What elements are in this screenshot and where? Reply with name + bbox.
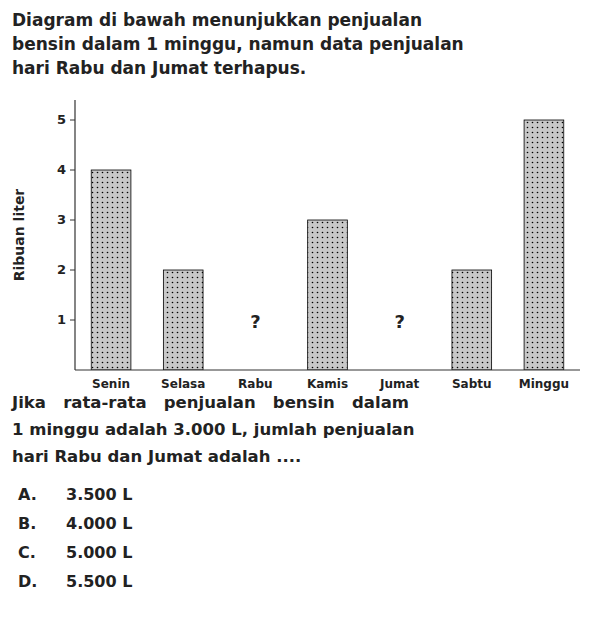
y-tick [70, 270, 75, 271]
x-tick-label: Rabu [238, 377, 272, 391]
y-tick [70, 220, 75, 221]
title-line: hari Rabu dan Jumat terhapus. [12, 58, 306, 78]
y-tick [70, 120, 75, 121]
title-line: bensin dalam 1 minggu, namun data penjua… [12, 34, 464, 54]
question-line: hari Rabu dan Jumat adalah .... [12, 447, 301, 466]
y-tick [70, 170, 75, 171]
annotations: ?? Jika rata-rata penjualan bensin dalam 1… [11, 311, 414, 591]
bar [308, 220, 348, 370]
x-tick-label: Senin [92, 377, 130, 391]
bar [452, 270, 492, 370]
option-letter: C. [18, 543, 36, 562]
question-line: Jika rata-rata penjualan bensin dalam [11, 393, 409, 412]
axes: 1 2 3 4 5 Senin Selasa Rabu Kamis Jumat Sabtu Mingg… [11, 100, 580, 391]
option-letter: D. [18, 572, 37, 591]
bar [163, 270, 203, 370]
y-tick-label: 3 [57, 212, 66, 227]
option-letter: A. [18, 485, 37, 504]
y-tick-label: 1 [57, 312, 66, 327]
x-tick-label: Selasa [161, 377, 205, 391]
missing-value-mark: ? [250, 311, 260, 332]
x-axis-line [75, 369, 580, 370]
option-answer: 5.000 L [66, 543, 132, 562]
y-tick-label: 2 [57, 262, 66, 277]
missing-value-mark: ? [394, 311, 404, 332]
x-tick-label: Sabtu [452, 377, 492, 391]
bar [524, 120, 564, 370]
option-letter: B. [18, 514, 36, 533]
y-axis-line [74, 100, 75, 370]
bars [91, 120, 564, 370]
x-tick-label: Jumat [379, 377, 420, 391]
y-tick [70, 320, 75, 321]
x-tick-label: Minggu [519, 377, 569, 391]
y-axis-label: Ribuan liter [11, 189, 27, 282]
x-tick-label: Kamis [307, 377, 348, 391]
chart: Diagram di bawah menunjukkan penjualan be… [0, 0, 595, 624]
title: Diagram di bawah menunjukkan penjualan be… [12, 10, 464, 78]
question-line: 1 minggu adalah 3.000 L, jumlah penjuala… [12, 420, 414, 439]
bar [91, 170, 131, 370]
y-tick-label: 5 [57, 112, 66, 127]
option-answer: 4.000 L [66, 514, 132, 533]
option-answer: 3.500 L [66, 485, 132, 504]
option-answer: 5.500 L [66, 572, 132, 591]
title-line: Diagram di bawah menunjukkan penjualan [12, 10, 422, 30]
y-tick-label: 4 [57, 162, 66, 177]
